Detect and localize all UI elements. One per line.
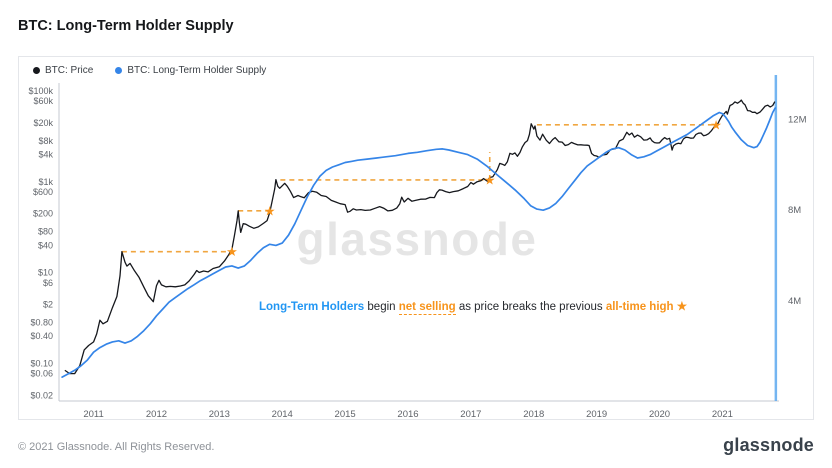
- y-left-tick-label: $0.40: [30, 331, 53, 341]
- y-left-tick-label: $100k: [28, 86, 53, 96]
- y-left-tick-label: $600: [33, 187, 53, 197]
- chart-panel: glassnode $100k $60k $20k $8k $4k $1k $600 $200 $…: [18, 56, 814, 420]
- ath-star-icon: ★: [226, 244, 238, 259]
- x-tick-label: 2017: [460, 409, 481, 419]
- y-right-tick-label: 4M: [788, 296, 801, 307]
- y-left-tick-label: $6: [43, 278, 53, 288]
- y-left-tick-label: $8k: [38, 136, 53, 146]
- legend-item-supply[interactable]: BTC: Long-Term Holder Supply: [115, 65, 266, 76]
- annotation-net-selling: net selling: [398, 301, 456, 315]
- legend-label-price: BTC: Price: [45, 65, 94, 76]
- ath-star-icon: ★: [264, 203, 276, 218]
- y-left-tick-label: $200: [33, 209, 53, 219]
- y-left-tick-label: $0.02: [30, 390, 53, 400]
- x-tick-label: 2014: [272, 409, 293, 419]
- y-left-tick-label: $0.10: [30, 359, 53, 369]
- annotation-middle: as price breaks the previous: [455, 301, 606, 313]
- supply-line: [61, 107, 777, 378]
- footer-copyright: © 2021 Glassnode. All Rights Reserved.: [18, 441, 215, 453]
- watermark-text: glassnode: [296, 213, 537, 265]
- legend-label-supply: BTC: Long-Term Holder Supply: [127, 65, 267, 76]
- x-tick-label: 2012: [146, 409, 167, 419]
- x-tick-label: 2011: [83, 409, 103, 419]
- y-left-tick-label: $0.80: [30, 318, 53, 328]
- y-left-tick-label: $0.06: [30, 369, 53, 379]
- y-left-tick-label: $20k: [33, 118, 53, 128]
- legend-item-price[interactable]: BTC: Price: [33, 65, 93, 76]
- annotation-long-term-holders: Long-Term Holders: [259, 301, 365, 313]
- ath-star-icon: ★: [484, 172, 496, 187]
- x-tick-label: 2015: [335, 409, 356, 419]
- x-tick-label: 2013: [209, 409, 230, 419]
- x-tick-label: 2021: [712, 409, 733, 419]
- y-right-tick-label: 12M: [788, 114, 807, 125]
- annotation-begin: begin: [364, 301, 399, 313]
- ath-star-icon: ★: [710, 117, 722, 132]
- x-tick-label: 2020: [649, 409, 670, 419]
- chart-annotation: Long-Term Holders begin net selling as p…: [259, 299, 688, 315]
- y-left-tick-label: $80: [38, 227, 53, 237]
- y-left-tick-label: $10: [38, 268, 53, 278]
- glassnode-logo: glassnode: [723, 435, 814, 455]
- y-right-tick-label: 8M: [788, 205, 801, 216]
- page-title: BTC: Long-Term Holder Supply: [18, 18, 234, 34]
- price-series-dot-icon: [33, 67, 40, 74]
- annotation-all-time-high: all-time high: [605, 301, 674, 313]
- supply-series-dot-icon: [115, 67, 123, 74]
- y-left-tick-label: $60k: [33, 96, 53, 106]
- chart-canvas[interactable]: glassnode $100k$60k $20k $8k $4k $1k$600 $200 $…: [19, 57, 813, 419]
- y-left-tick-label: $40: [38, 240, 53, 250]
- x-tick-label: 2018: [523, 409, 544, 419]
- x-tick-label: 2019: [586, 409, 607, 419]
- y-left-tick-label: $4k: [38, 150, 53, 160]
- y-left-tick-label: $2: [43, 299, 53, 309]
- x-tick-label: 2016: [397, 409, 418, 419]
- y-left-tick-label: $1k: [38, 177, 53, 187]
- price-line: [64, 99, 776, 375]
- chart-legend: BTC: Price BTC: Long-Term Holder Supply: [33, 65, 266, 76]
- annotation-star-icon: ★: [673, 301, 688, 313]
